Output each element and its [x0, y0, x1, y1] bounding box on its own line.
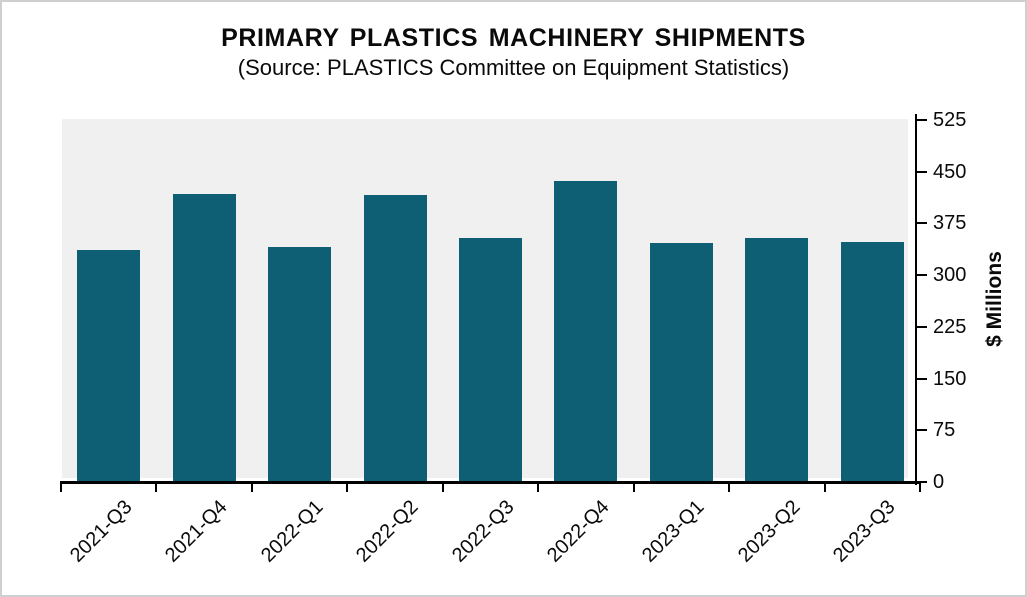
x-tick	[537, 482, 540, 492]
bar-2023-Q1	[649, 242, 713, 482]
x-tick	[728, 482, 731, 492]
x-tick-label-2022-Q1: 2022-Q1	[256, 496, 328, 567]
y-tick-525	[917, 119, 927, 121]
y-tick-label-0: 0	[933, 471, 945, 493]
x-tick	[155, 482, 158, 492]
x-tick	[60, 482, 62, 492]
bar-2022-Q3	[459, 237, 522, 482]
y-tick-0	[917, 481, 927, 483]
bar-2022-Q2	[363, 195, 427, 482]
y-tick-label-450: 450	[933, 160, 967, 183]
bar-2023-Q3	[840, 242, 904, 482]
x-tick-label-2022-Q2: 2022-Q2	[352, 496, 423, 567]
y-tick-label-75: 75	[933, 419, 956, 442]
y-axis-line	[915, 114, 917, 485]
y-tick-375	[917, 222, 927, 225]
chart-title: PRIMARY PLASTICS MACHINERY SHIPMENTS	[221, 24, 806, 52]
y-tick-75	[917, 429, 927, 432]
y-tick-label-375: 375	[933, 212, 967, 235]
x-tick	[919, 482, 921, 492]
x-tick	[823, 482, 826, 492]
y-tick-label-300: 300	[933, 264, 967, 287]
x-tick-label-2023-Q1: 2023-Q1	[638, 496, 709, 567]
y-tick-150	[917, 377, 927, 380]
x-tick-label-2021-Q3: 2021-Q3	[65, 496, 137, 567]
y-tick-225	[917, 325, 927, 328]
x-tick-label-2022-Q4: 2022-Q4	[542, 496, 614, 567]
y-tick-label-225: 225	[933, 315, 967, 338]
bar-2021-Q4	[172, 193, 236, 482]
bar-2023-Q2	[745, 237, 809, 482]
x-tick-label-2022-Q3: 2022-Q3	[447, 496, 519, 567]
bar-2022-Q1	[268, 246, 332, 482]
x-tick	[441, 482, 444, 492]
x-tick	[250, 482, 253, 492]
y-tick-label-150: 150	[933, 367, 967, 390]
x-tick	[346, 482, 349, 492]
x-axis-line	[60, 481, 921, 484]
bar-2021-Q3	[77, 250, 141, 482]
x-tick-label-2023-Q3: 2023-Q3	[829, 496, 900, 567]
y-tick-300	[917, 274, 927, 277]
x-tick	[632, 482, 635, 492]
y-tick-label-525: 525	[933, 109, 967, 131]
y-axis-title: $ Millions	[983, 251, 1006, 347]
x-tick-label-2023-Q2: 2023-Q2	[733, 496, 805, 567]
bar-2022-Q4	[554, 181, 618, 482]
chart-subtitle: (Source: PLASTICS Committee on Equipment…	[237, 55, 790, 80]
y-tick-450	[917, 170, 927, 173]
x-tick-label-2021-Q4: 2021-Q4	[161, 496, 232, 567]
